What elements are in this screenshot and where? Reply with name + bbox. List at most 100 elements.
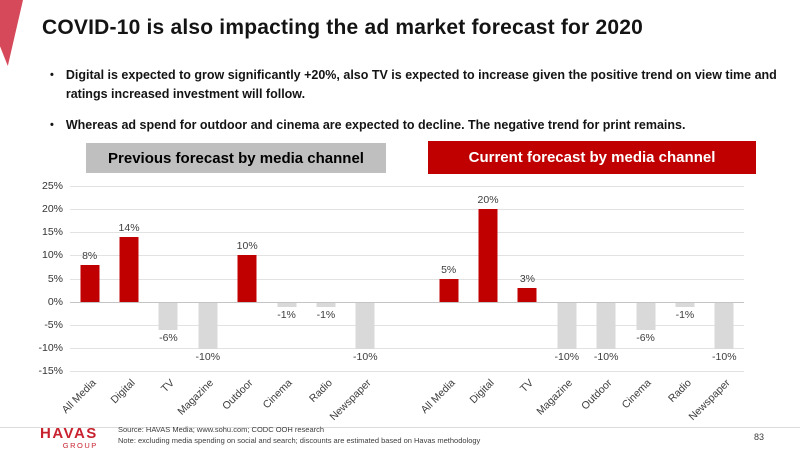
bar-current-tv bbox=[517, 287, 537, 302]
bar-current-all-media bbox=[439, 278, 459, 302]
bar-value-label: 5% bbox=[441, 263, 457, 276]
previous-forecast-header: Previous forecast by media channel bbox=[86, 143, 386, 173]
bar-slot: -10% bbox=[705, 186, 744, 371]
y-axis-tick-label: 20% bbox=[41, 203, 63, 216]
x-axis-labels: All Media Digital TV Magazine Outdoor Cinema R… bbox=[59, 371, 744, 427]
bar-slot: -10% bbox=[188, 186, 227, 371]
x-label-slot: TV bbox=[508, 371, 547, 427]
x-axis-label: Cinema bbox=[619, 377, 655, 412]
y-axis-tick-label: -10% bbox=[38, 341, 63, 354]
y-axis-tick-label: -15% bbox=[38, 365, 63, 377]
x-axis-label: All Media bbox=[59, 377, 99, 417]
bullet-item: • Whereas ad spend for outdoor and cinem… bbox=[50, 116, 780, 136]
havas-group-logo: HAVAS GROUP bbox=[40, 426, 98, 450]
gridline bbox=[70, 347, 744, 349]
x-label-slot: Newspaper bbox=[328, 371, 385, 427]
gridline bbox=[70, 186, 744, 187]
bar-previous-magazine bbox=[198, 302, 218, 349]
bar-slot: 3% bbox=[508, 186, 547, 371]
bar-current-magazine bbox=[557, 302, 577, 349]
current-forecast-header: Current forecast by media channel bbox=[428, 141, 756, 174]
source-line: Source: HAVAS Media; www.sohu.com; CODC … bbox=[118, 424, 325, 434]
gridline bbox=[70, 371, 744, 372]
group-gap bbox=[385, 371, 429, 427]
bullet-item: • Digital is expected to grow significan… bbox=[50, 66, 780, 105]
bar-value-label: -1% bbox=[277, 309, 296, 322]
x-label-slot: Outdoor bbox=[579, 371, 626, 427]
x-label-slot: Cinema bbox=[261, 371, 306, 427]
corner-wedge-decoration bbox=[0, 0, 23, 66]
bar-slot: -1% bbox=[665, 186, 704, 371]
x-axis-label: Radio bbox=[306, 377, 335, 405]
x-label-slot: Magazine bbox=[535, 371, 586, 427]
bar-current-outdoor bbox=[596, 302, 616, 349]
bar-slot: -1% bbox=[306, 186, 345, 371]
bar-chart: 25% 20% 15% 10% 5% 0% -5% -10% -15% 8% 14% -6% -10% 1… bbox=[0, 180, 800, 427]
bullet-text: Whereas ad spend for outdoor and cinema … bbox=[65, 117, 686, 132]
x-axis-label: Cinema bbox=[260, 377, 296, 412]
bar-value-label: -10% bbox=[712, 350, 737, 363]
bar-slot: -1% bbox=[267, 186, 306, 371]
x-label-slot: All Media bbox=[418, 371, 468, 427]
bullet-list: • Digital is expected to grow significan… bbox=[50, 66, 780, 147]
x-axis-label: TV bbox=[158, 377, 177, 395]
y-axis-tick-label: 0% bbox=[47, 295, 63, 308]
bar-previous-newspaper bbox=[355, 302, 375, 349]
bar-value-label: 3% bbox=[519, 272, 536, 285]
x-axis-label: Digital bbox=[108, 377, 138, 407]
bar-value-label: -6% bbox=[636, 332, 655, 345]
bullet-text: Digital is expected to grow significantl… bbox=[65, 68, 777, 102]
gridline bbox=[70, 232, 744, 234]
bar-value-label: 20% bbox=[477, 194, 499, 207]
bar-previous-outdoor bbox=[237, 255, 257, 302]
bar-slot: -10% bbox=[346, 186, 385, 371]
bar-slot: 5% bbox=[429, 186, 468, 371]
bar-value-label: -10% bbox=[593, 350, 619, 363]
bar-slot: -10% bbox=[587, 186, 626, 371]
y-axis-tick-label: 5% bbox=[47, 272, 63, 285]
gridline bbox=[70, 301, 744, 303]
x-label-slot: All Media bbox=[59, 371, 109, 427]
footer-divider bbox=[0, 427, 800, 428]
bar-previous-tv bbox=[158, 302, 178, 331]
bar-slot: -6% bbox=[626, 186, 665, 371]
gridline bbox=[70, 324, 744, 326]
bar-previous-radio bbox=[316, 302, 336, 308]
page-number: 83 bbox=[753, 432, 764, 442]
bar-slot: 14% bbox=[109, 186, 148, 371]
y-axis-tick-label: 10% bbox=[41, 249, 63, 262]
bar-current-digital bbox=[478, 209, 498, 302]
x-label-slot: Digital bbox=[108, 371, 148, 427]
chart-plot-area: 25% 20% 15% 10% 5% 0% -5% -10% -15% 8% 14% -6% -10% 1… bbox=[38, 180, 744, 377]
x-axis-label: Digital bbox=[467, 377, 497, 407]
gridline bbox=[70, 209, 744, 211]
page-title: COVID-10 is also impacting the ad market… bbox=[42, 16, 643, 39]
x-label-slot: Cinema bbox=[620, 371, 665, 427]
bar-current-newspaper bbox=[714, 302, 734, 349]
bar-current-cinema bbox=[636, 302, 656, 331]
bullet-icon: • bbox=[50, 118, 54, 131]
bar-value-label: -1% bbox=[316, 309, 336, 322]
note-line: Note: excluding media spending on social… bbox=[118, 435, 481, 445]
logo-secondary-text: GROUP bbox=[62, 440, 98, 450]
bar-value-label: 8% bbox=[82, 249, 98, 262]
x-label-slot: Newspaper bbox=[687, 371, 744, 427]
logo-primary-text: HAVAS bbox=[40, 424, 98, 442]
group-gap bbox=[385, 186, 429, 371]
bar-slots: 8% 14% -6% -10% 10% -1% -1% -10% 5% 20% 3% -10% -10%… bbox=[70, 186, 744, 371]
bar-value-label: -10% bbox=[195, 350, 221, 363]
y-axis-tick-label: -5% bbox=[44, 318, 63, 331]
x-label-slot: Magazine bbox=[176, 371, 227, 427]
source-note: Source: HAVAS Media; www.sohu.com; CODC … bbox=[118, 424, 480, 447]
y-axis-tick-label: 15% bbox=[41, 226, 63, 239]
bar-previous-cinema bbox=[277, 302, 297, 308]
bar-slot: -6% bbox=[149, 186, 188, 371]
bar-value-label: -1% bbox=[675, 309, 695, 322]
y-axis-tick-label: 25% bbox=[41, 180, 63, 192]
bar-value-label: -10% bbox=[353, 350, 378, 363]
x-axis-label: TV bbox=[517, 377, 536, 395]
x-label-slot: TV bbox=[149, 371, 188, 427]
gridline bbox=[70, 278, 744, 280]
bar-value-label: 14% bbox=[118, 221, 140, 234]
